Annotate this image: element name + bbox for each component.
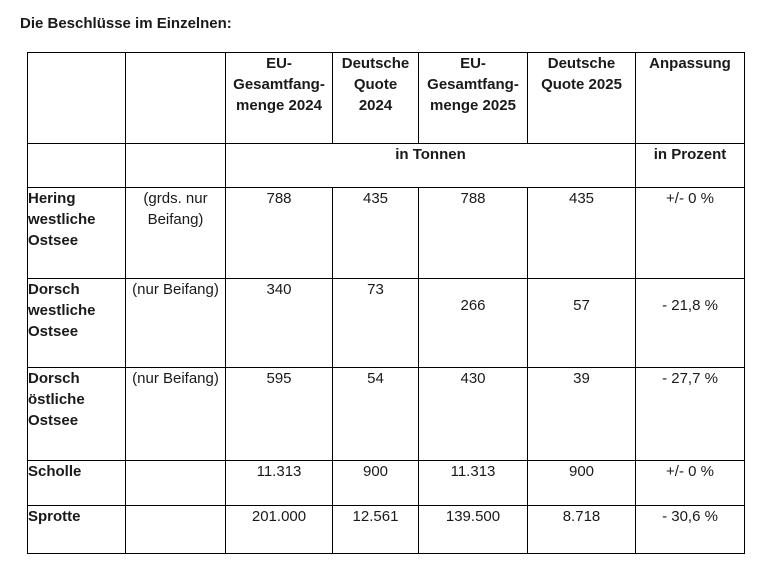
header-cell-eu-gesamtfangmenge-2025: EU- Gesamtfang- menge 2025 (418, 52, 528, 144)
value-cell-deutsche-quote-2024: 435 (332, 187, 419, 279)
value-cell-eu-2024: 201.000 (225, 505, 333, 554)
table-header-row: EU- Gesamtfang- menge 2024 Deutsche Quot… (27, 52, 745, 144)
value-cell-eu-2025: 139.500 (418, 505, 528, 554)
table-row-dorsch-westliche-ostsee: Dorsch westliche Ostsee (nur Beifang) 34… (27, 278, 745, 368)
species-cell: Hering westliche Ostsee (27, 187, 126, 279)
header-cell-note (125, 52, 226, 144)
value-cell-eu-2024: 340 (225, 278, 333, 368)
value-cell-eu-2024: 11.313 (225, 460, 333, 506)
table-row-hering-westliche-ostsee: Hering westliche Ostsee (grds. nur Beifa… (27, 187, 745, 279)
value-cell-deutsche-quote-2025: 39 (527, 367, 636, 461)
header-cell-eu-gesamtfangmenge-2024: EU- Gesamtfang- menge 2024 (225, 52, 333, 144)
note-cell: (grds. nur Beifang) (125, 187, 226, 279)
table-row-scholle: Scholle 11.313 900 11.313 900 +/- 0 % (27, 460, 745, 506)
species-cell: Scholle (27, 460, 126, 506)
table-row-dorsch-oestliche-ostsee: Dorsch östliche Ostsee (nur Beifang) 595… (27, 367, 745, 461)
value-cell-eu-2024: 788 (225, 187, 333, 279)
value-cell-deutsche-quote-2024: 73 (332, 278, 419, 368)
value-cell-eu-2025: 266 (418, 278, 528, 368)
value-cell-deutsche-quote-2025: 8.718 (527, 505, 636, 554)
value-cell-anpassung: - 30,6 % (635, 505, 745, 554)
value-cell-deutsche-quote-2024: 12.561 (332, 505, 419, 554)
table-units-row: in Tonnen in Prozent (27, 143, 745, 188)
value-cell-deutsche-quote-2025: 57 (527, 278, 636, 368)
species-cell: Dorsch östliche Ostsee (27, 367, 126, 461)
species-cell: Sprotte (27, 505, 126, 554)
value-cell-anpassung: - 27,7 % (635, 367, 745, 461)
table-row-sprotte: Sprotte 201.000 12.561 139.500 8.718 - 3… (27, 505, 745, 554)
note-cell: (nur Beifang) (125, 278, 226, 368)
value-cell-anpassung: - 21,8 % (635, 278, 745, 368)
value-cell-deutsche-quote-2024: 900 (332, 460, 419, 506)
header-cell-deutsche-quote-2024: Deutsche Quote 2024 (332, 52, 419, 144)
value-cell-anpassung: +/- 0 % (635, 460, 745, 506)
header-cell-species (27, 52, 126, 144)
header-cell-anpassung: Anpassung (635, 52, 745, 144)
value-cell-eu-2024: 595 (225, 367, 333, 461)
value-cell-eu-2025: 788 (418, 187, 528, 279)
value-cell-deutsche-quote-2025: 435 (527, 187, 636, 279)
note-cell: (nur Beifang) (125, 367, 226, 461)
page-title: Die Beschlüsse im Einzelnen: (20, 15, 232, 32)
value-cell-anpassung: +/- 0 % (635, 187, 745, 279)
note-cell (125, 505, 226, 554)
unit-cell-tonnen: in Tonnen (225, 143, 636, 188)
value-cell-deutsche-quote-2024: 54 (332, 367, 419, 461)
unit-cell-empty-note (125, 143, 226, 188)
unit-cell-empty-species (27, 143, 126, 188)
unit-cell-prozent: in Prozent (635, 143, 745, 188)
value-cell-eu-2025: 11.313 (418, 460, 528, 506)
species-cell: Dorsch westliche Ostsee (27, 278, 126, 368)
header-cell-deutsche-quote-2025: Deutsche Quote 2025 (527, 52, 636, 144)
note-cell (125, 460, 226, 506)
value-cell-deutsche-quote-2025: 900 (527, 460, 636, 506)
value-cell-eu-2025: 430 (418, 367, 528, 461)
quota-table: EU- Gesamtfang- menge 2024 Deutsche Quot… (27, 52, 745, 554)
